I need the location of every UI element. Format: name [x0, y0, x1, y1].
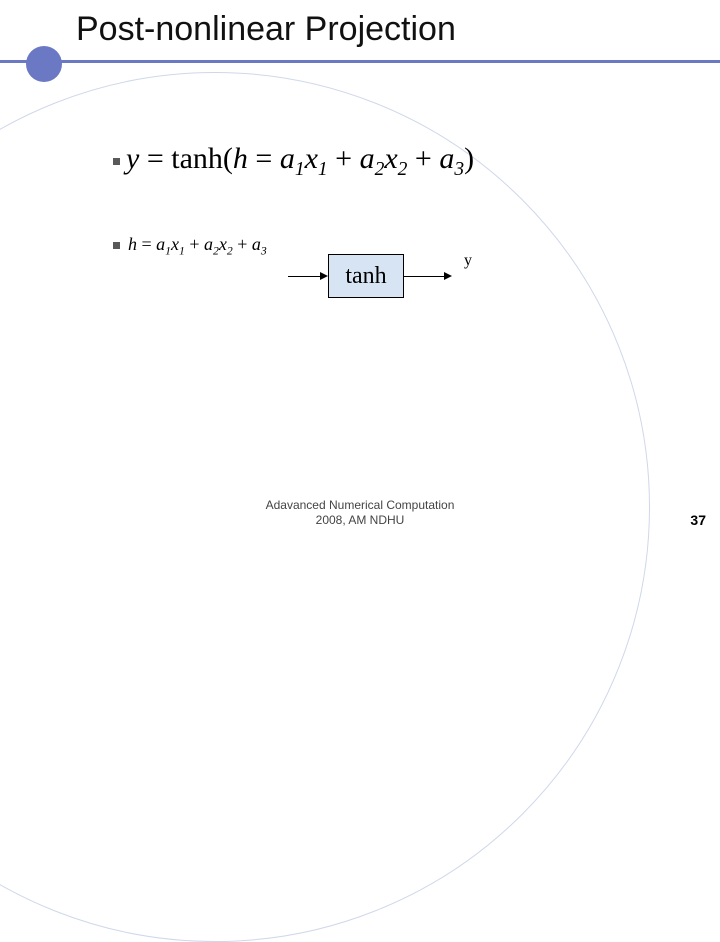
bullet-icon — [113, 158, 120, 165]
footer-line2: 2008, AM NDHU — [316, 513, 405, 527]
arrow-in-head-icon — [320, 272, 328, 280]
arrow-out-line — [404, 276, 444, 277]
title-underline — [0, 60, 720, 63]
arrow-in-line — [288, 276, 320, 277]
equation-main: y = tanh(h = a1x1 + a2x2 + a3) — [126, 142, 474, 181]
arrow-out-head-icon — [444, 272, 452, 280]
equation-h: h = a1x1 + a2x2 + a3 — [128, 234, 267, 258]
tanh-label: tanh — [345, 263, 386, 290]
output-y-label: y — [464, 252, 472, 270]
tanh-box: tanh — [328, 254, 404, 298]
slide-background: Post-nonlinear Projection y = tanh(h = a… — [0, 0, 720, 540]
decorative-small-circle — [26, 46, 62, 82]
footer-text: Adavanced Numerical Computation 2008, AM… — [0, 498, 720, 528]
slide-title: Post-nonlinear Projection — [76, 10, 456, 49]
footer-line1: Adavanced Numerical Computation — [266, 498, 455, 512]
bullet-icon — [113, 242, 120, 249]
page-number: 37 — [690, 512, 706, 528]
